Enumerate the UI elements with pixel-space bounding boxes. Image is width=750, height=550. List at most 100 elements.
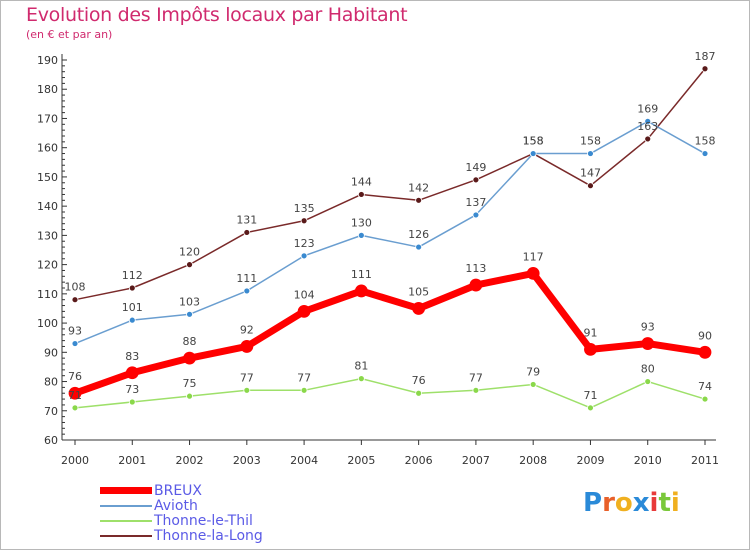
data-label-thonne-le-thil: 75: [183, 377, 197, 390]
data-label-thonne-la-long: 112: [122, 269, 143, 282]
data-point-thonne-le-thil: [529, 381, 537, 388]
data-label-thonne-le-thil: 77: [469, 371, 483, 384]
x-tick-label: 2010: [634, 454, 662, 467]
y-tick-label: 80: [44, 376, 58, 389]
data-point-breux: [354, 284, 368, 298]
logo-letter: i: [649, 488, 659, 518]
legend-label: Thonne-le-Thil: [154, 513, 253, 529]
legend-swatch-thonne-la-long: [100, 535, 152, 537]
series-line-thonne-la-long: [74, 68, 706, 301]
y-tick-label: 90: [44, 346, 58, 359]
data-label-breux: 113: [465, 262, 486, 275]
legend-swatch-thonne-le-thil: [100, 520, 152, 522]
data-label-avioth: 130: [351, 216, 372, 229]
data-label-thonne-le-thil: 77: [297, 371, 311, 384]
data-label-avioth: 126: [408, 228, 429, 241]
logo-letter: r: [602, 488, 615, 518]
x-tick-label: 2005: [347, 454, 375, 467]
data-point-breux: [297, 304, 311, 318]
data-label-avioth: 158: [695, 135, 716, 148]
y-tick-label: 140: [37, 200, 58, 213]
data-point-thonne-le-thil: [644, 378, 652, 385]
chart-title: Evolution des Impôts locaux par Habitant: [26, 4, 408, 26]
chart-subtitle: (en € et par an): [26, 28, 113, 41]
data-point-thonne-le-thil: [71, 404, 79, 412]
data-label-thonne-la-long: 120: [179, 246, 200, 259]
data-point-thonne-la-long: [300, 217, 308, 225]
data-point-thonne-la-long: [71, 296, 79, 304]
data-point-breux: [469, 278, 483, 292]
logo-letter: t: [658, 488, 671, 518]
legend-label: BREUX: [154, 483, 203, 499]
data-point-avioth: [243, 287, 251, 295]
data-point-thonne-le-thil: [587, 404, 594, 412]
data-point-thonne-la-long: [186, 261, 193, 269]
data-point-thonne-la-long: [415, 196, 423, 204]
data-label-avioth: 103: [179, 295, 200, 308]
data-label-thonne-la-long: 131: [236, 213, 257, 226]
data-point-breux: [526, 266, 540, 280]
data-point-avioth: [472, 211, 480, 219]
data-label-thonne-le-thil: 71: [68, 389, 82, 402]
data-label-breux: 83: [125, 350, 139, 363]
data-label-avioth: 123: [294, 237, 315, 250]
logo-letter: i: [670, 488, 680, 518]
legend-label: Thonne-la-Long: [154, 528, 263, 544]
data-point-avioth: [529, 150, 537, 157]
x-tick-label: 2008: [519, 454, 547, 467]
data-point-thonne-le-thil: [243, 386, 251, 394]
data-label-breux: 111: [351, 268, 372, 281]
series-line-avioth: [74, 120, 706, 345]
x-tick-label: 2009: [576, 454, 604, 467]
data-point-breux: [183, 351, 196, 365]
data-point-avioth: [357, 231, 365, 239]
data-label-breux: 104: [294, 288, 315, 301]
data-point-breux: [240, 340, 254, 353]
data-label-thonne-la-long: 163: [637, 120, 658, 133]
y-tick-label: 180: [37, 83, 58, 96]
data-point-avioth: [644, 117, 652, 125]
legend-label: Avioth: [154, 498, 198, 514]
logo-letter: o: [614, 488, 633, 518]
data-point-avioth: [186, 310, 193, 318]
line-chart: 60 70 80 90 100 110 120 130 140 150 160 170 180 190 20…: [37, 50, 719, 467]
legend-swatch-avioth: [100, 505, 152, 507]
data-point-thonne-le-thil: [300, 386, 308, 394]
data-label-avioth: 101: [122, 301, 143, 314]
data-label-avioth: 158: [580, 135, 601, 148]
data-label-breux: 91: [583, 326, 597, 339]
data-label-thonne-la-long: 149: [465, 161, 486, 174]
data-label-thonne-le-thil: 79: [526, 365, 540, 378]
data-point-thonne-la-long: [587, 182, 594, 190]
y-tick-label: 150: [37, 171, 58, 184]
data-label-breux: 88: [183, 335, 197, 348]
data-point-breux: [584, 342, 597, 356]
data-point-thonne-le-thil: [186, 392, 193, 400]
x-tick-label: 2011: [691, 454, 719, 467]
data-point-thonne-la-long: [243, 229, 251, 236]
data-label-avioth: 93: [68, 325, 82, 338]
y-tick-label: 70: [44, 405, 58, 418]
data-label-thonne-le-thil: 74: [698, 380, 712, 393]
data-point-thonne-la-long: [472, 176, 480, 184]
data-label-breux: 117: [523, 250, 544, 263]
data-label-thonne-la-long: 135: [294, 202, 315, 215]
x-tick-label: 2002: [176, 454, 204, 467]
data-label-avioth: 111: [236, 272, 257, 285]
x-tick-label: 2000: [61, 454, 89, 467]
data-label-thonne-le-thil: 73: [125, 383, 139, 396]
data-label-breux: 92: [240, 323, 254, 336]
series-line-thonne-le-thil: [74, 377, 706, 409]
x-tick-label: 2004: [290, 454, 318, 467]
data-point-breux: [68, 386, 82, 400]
data-label-thonne-le-thil: 76: [412, 374, 426, 387]
data-point-thonne-la-long: [701, 65, 709, 73]
data-label-thonne-la-long: 147: [580, 167, 601, 180]
data-point-thonne-le-thil: [701, 395, 709, 403]
data-point-breux: [641, 337, 655, 350]
y-tick-label: 190: [37, 54, 58, 67]
data-label-thonne-la-long: 187: [695, 50, 716, 63]
data-label-thonne-la-long: 158: [523, 135, 544, 148]
data-label-thonne-la-long: 142: [408, 181, 429, 194]
data-point-avioth: [587, 150, 594, 157]
